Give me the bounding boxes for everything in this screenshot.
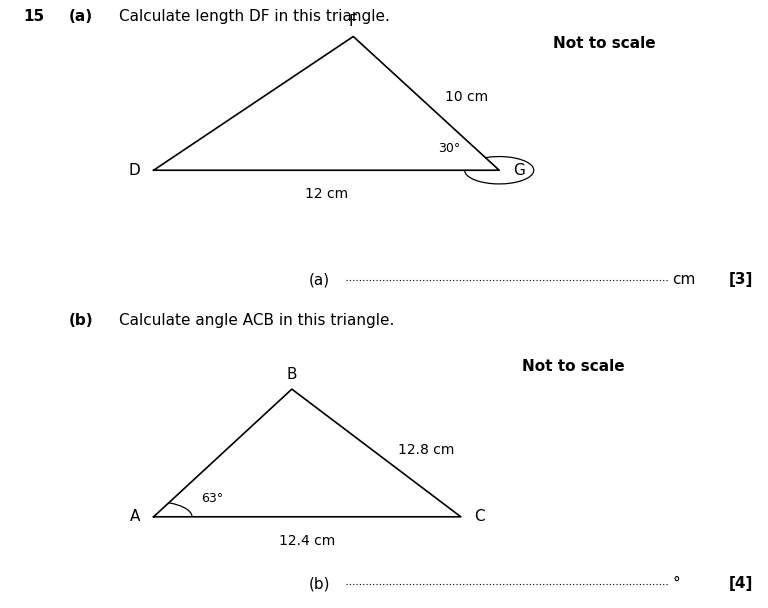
Text: cm: cm: [672, 272, 695, 287]
Text: Calculate angle ACB in this triangle.: Calculate angle ACB in this triangle.: [119, 313, 395, 328]
Text: 12 cm: 12 cm: [305, 187, 348, 201]
Text: G: G: [513, 163, 525, 178]
Text: [4]: [4]: [728, 576, 753, 591]
Text: 15: 15: [23, 9, 45, 24]
Text: 10 cm: 10 cm: [445, 90, 488, 105]
Text: (b): (b): [309, 576, 330, 591]
Text: C: C: [475, 510, 485, 524]
Text: Not to scale: Not to scale: [553, 36, 656, 52]
Text: 30°: 30°: [439, 142, 460, 155]
Text: (a): (a): [69, 9, 93, 24]
Text: Not to scale: Not to scale: [522, 359, 625, 374]
Text: 12.8 cm: 12.8 cm: [398, 443, 454, 457]
Text: (a): (a): [309, 272, 330, 287]
Text: D: D: [128, 163, 140, 178]
Text: B: B: [286, 367, 297, 382]
Text: 12.4 cm: 12.4 cm: [279, 534, 336, 548]
Text: (b): (b): [69, 313, 94, 328]
Text: F: F: [349, 14, 358, 29]
Text: A: A: [129, 510, 140, 524]
Text: Calculate length DF in this triangle.: Calculate length DF in this triangle.: [119, 9, 390, 24]
Text: 63°: 63°: [201, 492, 223, 505]
Text: °: °: [672, 576, 680, 591]
Text: [3]: [3]: [728, 272, 753, 287]
